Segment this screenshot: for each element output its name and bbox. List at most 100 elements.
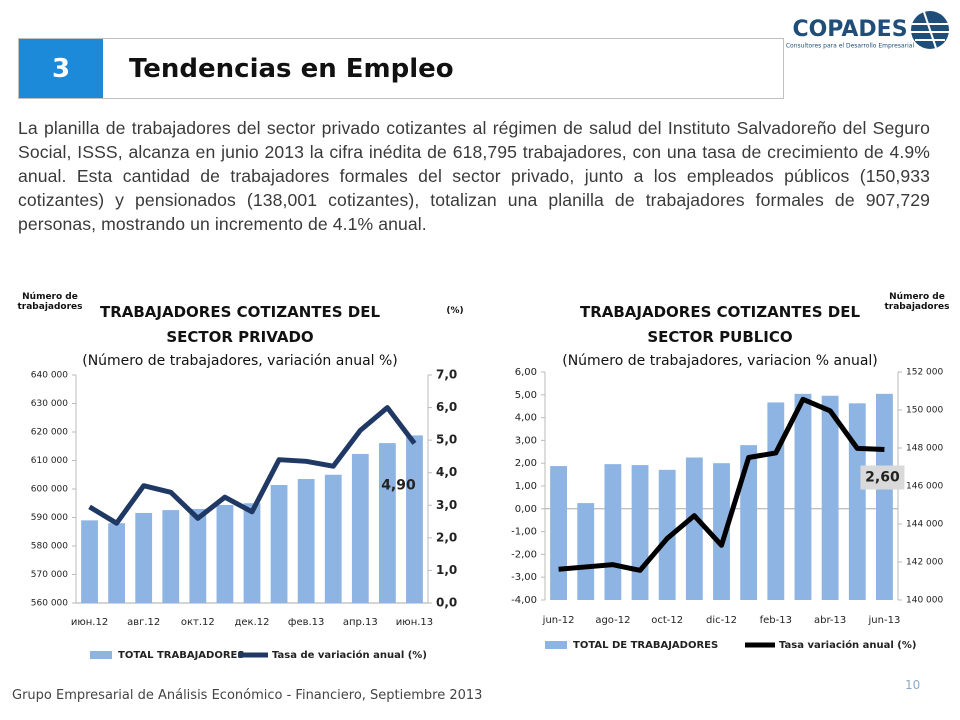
tick-label: 570 000 bbox=[31, 570, 68, 580]
bar bbox=[324, 474, 342, 603]
logo-name: COPADES bbox=[792, 17, 907, 42]
bar bbox=[740, 445, 758, 600]
bar bbox=[135, 512, 153, 603]
bar bbox=[297, 479, 315, 603]
tick-label: 146 000 bbox=[906, 482, 943, 492]
legend-swatch bbox=[545, 641, 567, 649]
bar bbox=[658, 469, 676, 600]
y2-axis-label: (%) bbox=[446, 306, 464, 316]
tick-label: 140 000 bbox=[906, 596, 943, 606]
bar bbox=[108, 523, 126, 603]
logo-icon bbox=[911, 11, 949, 49]
tick-label: 590 000 bbox=[31, 513, 68, 523]
tick-label: 1,0 bbox=[436, 563, 457, 577]
x-tick-label: июн.12 bbox=[71, 617, 108, 628]
footer-text: Grupo Empresarial de Análisis Económico … bbox=[12, 688, 483, 703]
tick-label: 0,00 bbox=[515, 504, 537, 515]
tick-label: 610 000 bbox=[31, 456, 68, 466]
legend-label: TOTAL TRABAJADORES bbox=[118, 650, 245, 661]
bar bbox=[794, 393, 812, 600]
chart-subtitle: (Número de trabajadores, variación anual… bbox=[82, 353, 398, 369]
tick-label: 600 000 bbox=[31, 485, 68, 495]
data-label: 2,60 bbox=[865, 470, 900, 486]
tick-label: -3,00 bbox=[511, 572, 537, 583]
bar bbox=[406, 435, 423, 603]
x-tick-label: авг.12 bbox=[127, 617, 160, 628]
x-tick-label: oct-12 bbox=[651, 615, 683, 626]
chart-subtitle: (Número de trabajadores, variacion % anu… bbox=[562, 353, 878, 369]
bar bbox=[216, 504, 234, 603]
bar bbox=[189, 508, 207, 603]
tick-label: 1,00 bbox=[515, 481, 537, 492]
x-tick-label: jun-13 bbox=[868, 615, 901, 626]
bar bbox=[378, 443, 396, 603]
tick-label: 2,00 bbox=[515, 458, 537, 469]
body-text: La planilla de trabajadores del sector p… bbox=[18, 118, 930, 234]
tick-label: 150 000 bbox=[906, 406, 943, 416]
bar bbox=[876, 393, 893, 600]
bar bbox=[577, 503, 595, 600]
header-title: Tendencias en Empleo bbox=[129, 53, 454, 84]
tick-label: 630 000 bbox=[31, 399, 68, 409]
section-number: 3 bbox=[19, 39, 103, 98]
bar bbox=[550, 466, 567, 600]
header: 3 Tendencias en Empleo bbox=[18, 38, 784, 99]
y2-axis-label: Número de trabajadores bbox=[884, 292, 950, 312]
tick-label: 3,0 bbox=[436, 498, 457, 512]
tick-label: 4,00 bbox=[515, 413, 537, 424]
tick-label: 4,0 bbox=[436, 465, 457, 479]
x-tick-label: ago-12 bbox=[595, 615, 630, 626]
x-tick-label: abr-13 bbox=[814, 615, 846, 626]
tick-label: 144 000 bbox=[906, 520, 943, 530]
bar bbox=[351, 453, 369, 603]
tick-label: 6,00 bbox=[515, 367, 537, 378]
chart-title: TRABAJADORES COTIZANTES DEL SECTOR PRIVA… bbox=[99, 303, 381, 346]
x-tick-label: feb-13 bbox=[760, 615, 792, 626]
tick-label: 148 000 bbox=[906, 444, 943, 454]
data-label: 4,90 bbox=[381, 477, 416, 493]
bar bbox=[270, 485, 288, 603]
bar bbox=[81, 520, 98, 603]
bar bbox=[631, 465, 649, 600]
y-axis-label: Número de trabajadores bbox=[17, 292, 83, 312]
tick-label: 580 000 bbox=[31, 542, 68, 552]
x-tick-label: дек.12 bbox=[234, 617, 269, 628]
tick-label: 0,0 bbox=[436, 596, 457, 610]
bar bbox=[685, 457, 703, 600]
bar bbox=[848, 403, 866, 600]
x-tick-label: июн.13 bbox=[396, 617, 433, 628]
tick-label: 640 000 bbox=[31, 371, 68, 381]
legend-label: Tasa de variación anual (%) bbox=[272, 649, 427, 661]
x-tick-label: фев.13 bbox=[288, 617, 325, 628]
legend-label: TOTAL DE TRABAJADORES bbox=[573, 640, 718, 651]
bar bbox=[713, 463, 730, 600]
tick-label: 3,00 bbox=[515, 435, 537, 446]
tick-label: -1,00 bbox=[511, 527, 537, 538]
tick-label: 7,0 bbox=[436, 368, 457, 382]
bar bbox=[243, 503, 261, 603]
x-tick-label: jun-12 bbox=[542, 615, 575, 626]
logo-tagline: Consultores para el Desarrollo Empresari… bbox=[786, 43, 915, 50]
tick-label: 6,0 bbox=[436, 400, 457, 414]
tick-label: 142 000 bbox=[906, 558, 943, 568]
tick-label: -2,00 bbox=[511, 549, 537, 560]
chart-title: TRABAJADORES COTIZANTES DEL SECTOR PUBLI… bbox=[579, 303, 861, 346]
tick-label: 152 000 bbox=[906, 368, 943, 378]
tick-label: 620 000 bbox=[31, 428, 68, 438]
tick-label: -4,00 bbox=[511, 595, 537, 606]
data-label-box bbox=[860, 465, 905, 490]
bar bbox=[604, 464, 622, 600]
tick-label: 5,0 bbox=[436, 433, 457, 447]
x-tick-label: окт.12 bbox=[181, 617, 215, 628]
bar bbox=[162, 510, 180, 603]
line bbox=[88, 405, 417, 526]
page-number: 10 bbox=[905, 678, 921, 692]
line bbox=[558, 396, 885, 573]
tick-label: 5,00 bbox=[515, 390, 537, 401]
tick-label: 560 000 bbox=[31, 599, 68, 609]
bar bbox=[821, 395, 839, 600]
x-tick-label: апр.13 bbox=[343, 617, 378, 628]
x-tick-label: dic-12 bbox=[706, 615, 737, 626]
